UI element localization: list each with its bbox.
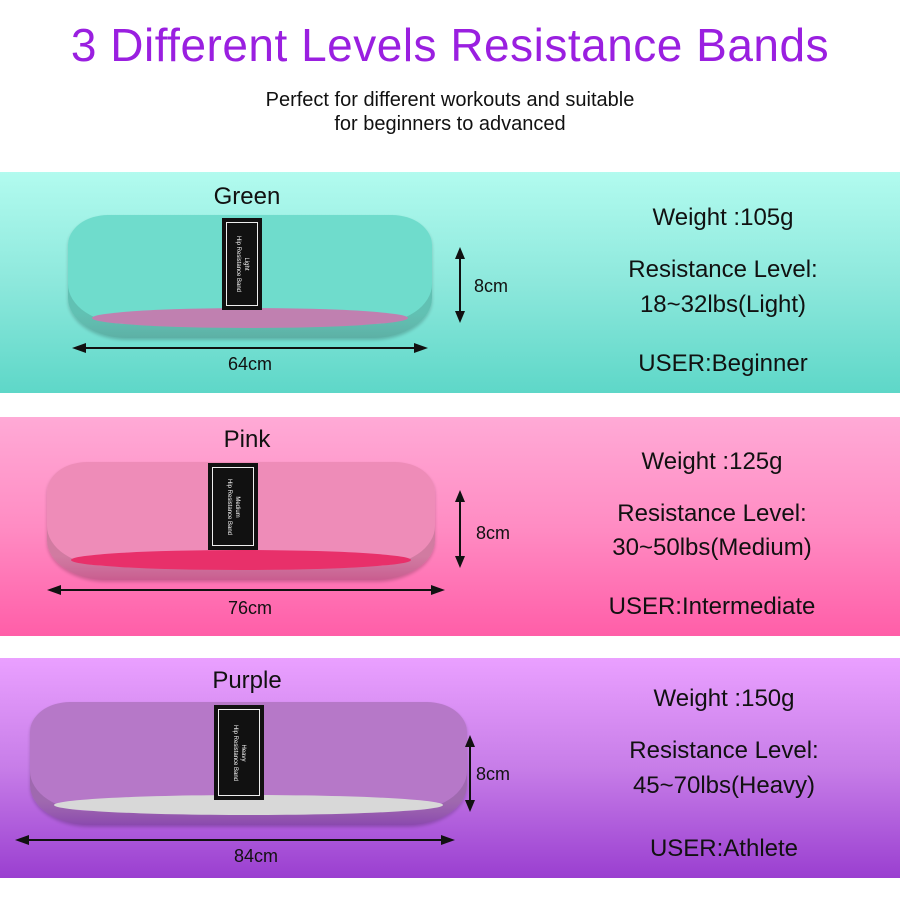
band-label-tag: Medium Hip Resistance Band bbox=[208, 463, 258, 550]
band-name: Pink bbox=[223, 426, 271, 453]
height-arrow bbox=[459, 255, 461, 315]
band-weight: Weight :125g bbox=[641, 448, 783, 475]
tag-level: Light bbox=[243, 257, 249, 271]
tag-text: Hip Resistance Band bbox=[226, 478, 232, 535]
band-name: Purple bbox=[212, 667, 282, 694]
tag-text: Hip Resistance Band bbox=[232, 724, 238, 781]
length-arrow bbox=[55, 589, 437, 591]
band-user: USER:Beginner bbox=[638, 350, 808, 377]
band-inner-edge bbox=[92, 308, 408, 328]
band-user: USER:Intermediate bbox=[608, 593, 816, 620]
band-label-tag: Heavy Hip Resistance Band bbox=[214, 705, 264, 800]
band-resistance-label: Resistance Level: bbox=[628, 256, 818, 283]
band-resistance: 18~32lbs(Light) bbox=[639, 291, 807, 318]
tag-text: Hip Resistance Band bbox=[235, 235, 241, 293]
length-label: 64cm bbox=[227, 354, 273, 374]
band-name: Green bbox=[213, 183, 281, 210]
band-inner-edge bbox=[71, 550, 411, 570]
tag-level: Heavy bbox=[240, 743, 246, 761]
band-label-tag: Light Hip Resistance Band bbox=[222, 218, 262, 310]
band-resistance-label: Resistance Level: bbox=[617, 500, 807, 527]
band-user: USER:Athlete bbox=[649, 835, 799, 862]
height-arrow bbox=[459, 498, 461, 560]
height-arrow bbox=[469, 743, 471, 804]
band-resistance: 45~70lbs(Heavy) bbox=[632, 772, 816, 799]
length-arrow bbox=[23, 839, 447, 841]
tag-level: Medium bbox=[234, 495, 240, 518]
band-weight: Weight :105g bbox=[652, 204, 794, 231]
height-label: 8cm bbox=[476, 764, 511, 784]
subtitle-line-2: for beginners to advanced bbox=[334, 113, 566, 135]
band-weight: Weight :150g bbox=[653, 685, 795, 712]
band-inner-edge bbox=[54, 795, 443, 815]
height-label: 8cm bbox=[474, 276, 509, 296]
subtitle-line-1: Perfect for different workouts and suita… bbox=[265, 89, 635, 111]
band-resistance: 30~50lbs(Medium) bbox=[612, 534, 812, 561]
length-arrow bbox=[80, 347, 420, 349]
length-label: 84cm bbox=[233, 846, 279, 866]
height-label: 8cm bbox=[476, 523, 511, 543]
length-label: 76cm bbox=[227, 598, 273, 618]
page-title: 3 Different Levels Resistance Bands bbox=[70, 19, 830, 71]
band-resistance-label: Resistance Level: bbox=[629, 737, 819, 764]
